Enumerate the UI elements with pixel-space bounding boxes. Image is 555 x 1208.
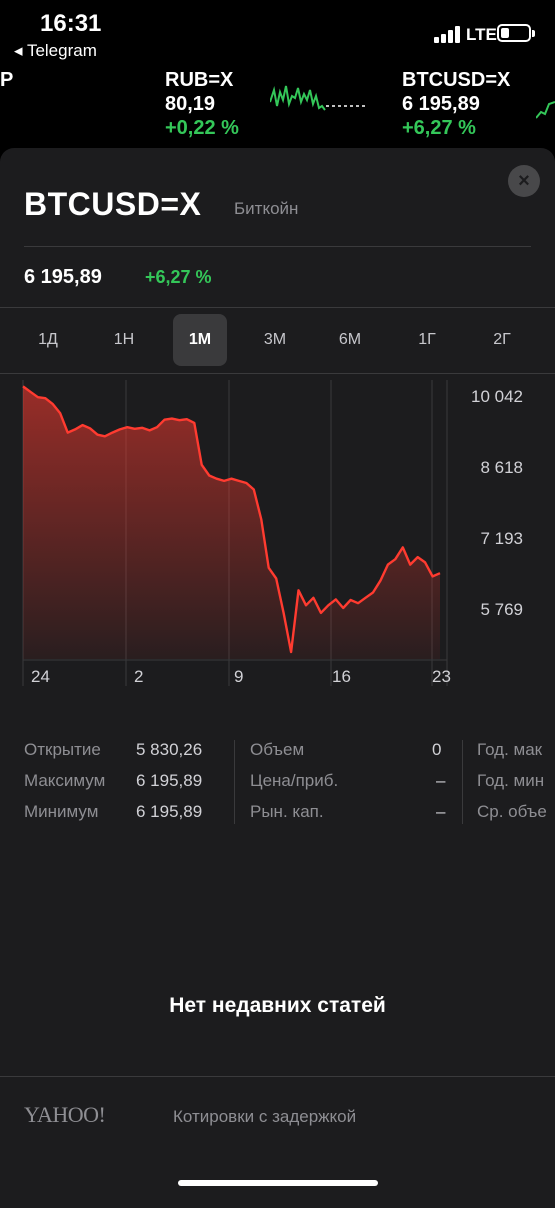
y-tick-label: 5 769: [480, 600, 523, 619]
divider: [0, 1076, 555, 1077]
tab-range-6m[interactable]: 6М: [338, 331, 362, 348]
stats-column-divider: [462, 740, 463, 824]
stat-pe-value: –: [436, 771, 446, 790]
tab-range-1w[interactable]: 1Н: [113, 331, 135, 348]
ticker-sparkline: [270, 85, 366, 111]
x-axis-labels: 24 2 9 16 23: [31, 667, 451, 686]
stat-52w-high-label: Год. мак: [477, 740, 543, 759]
stock-name: Биткойн: [234, 199, 299, 218]
tab-range-3m[interactable]: 3М: [263, 331, 287, 348]
ticker-item[interactable]: RUB=X 80,19 +0,22 %: [165, 68, 239, 140]
stat-low-value: 6 195,89: [136, 802, 203, 821]
ticker-sparkline: [536, 101, 555, 119]
stats-column-divider: [234, 740, 235, 824]
stock-price: 6 195,89: [24, 266, 102, 288]
x-tick-label: 9: [234, 667, 243, 686]
tab-range-1y[interactable]: 1Г: [418, 331, 436, 348]
ticker-change: +6,27 %: [402, 117, 476, 139]
divider: [24, 246, 531, 247]
ticker-price: 80,19: [165, 93, 216, 115]
ticker-price: 6 195,89: [402, 93, 480, 115]
y-tick-label: 8 618: [480, 458, 523, 477]
y-tick-label: 7 193: [480, 529, 523, 548]
x-tick-label: 23: [432, 667, 451, 686]
back-to-app-link[interactable]: ◂ Telegram: [14, 41, 97, 60]
ticker-strip[interactable]: P RUB=X 80,19 +0,22 % BTCUSD=X 6 195,89 …: [0, 64, 555, 146]
battery-icon: [497, 24, 531, 42]
chart-area: [23, 386, 440, 659]
divider: [0, 307, 555, 308]
y-tick-label: 10 042: [471, 387, 523, 406]
ticker-item[interactable]: BTCUSD=X 6 195,89 +6,27 %: [402, 68, 510, 140]
stat-open-value: 5 830,26: [136, 740, 203, 759]
tab-range-1m[interactable]: 1М: [173, 314, 227, 366]
stat-high-value: 6 195,89: [136, 771, 203, 790]
stat-mktcap-value: –: [436, 802, 446, 821]
stat-mktcap-label: Рын. кап.: [250, 802, 324, 821]
stat-volume-value: 0: [432, 740, 442, 759]
x-tick-label: 16: [332, 667, 351, 686]
stock-change: +6,27 %: [145, 267, 212, 287]
close-button[interactable]: ×: [508, 165, 540, 197]
stat-avg-volume-label: Ср. объе: [477, 802, 547, 821]
battery-tip: [532, 30, 535, 37]
ticker-change: +0,22 %: [165, 117, 239, 139]
divider: [0, 373, 555, 374]
stat-high-label: Максимум: [24, 771, 106, 790]
network-type: LTE: [466, 25, 497, 44]
x-tick-label: 24: [31, 667, 50, 686]
home-indicator: [178, 1180, 378, 1186]
cellular-signal-icon: [434, 25, 462, 43]
stock-symbol: BTCUSD=X: [24, 186, 202, 222]
stat-52w-low-label: Год. мин: [477, 771, 545, 790]
news-empty-message: Нет недавних статей: [169, 994, 386, 1017]
stat-volume-label: Объем: [250, 740, 305, 759]
ticker-symbol: P: [0, 69, 14, 91]
ticker-symbol: RUB=X: [165, 69, 234, 91]
status-bar: 16:31 ◂ Telegram LTE: [0, 0, 555, 64]
tab-range-2y[interactable]: 2Г: [493, 331, 511, 348]
yahoo-logo[interactable]: YAHOO!: [24, 1102, 106, 1127]
price-chart[interactable]: 10 042 8 618 7 193 5 769 24 2 9 16 23: [0, 376, 555, 686]
tab-range-1d[interactable]: 1Д: [38, 331, 58, 348]
delayed-quotes-note: Котировки с задержкой: [173, 1107, 357, 1126]
stat-open-label: Открытие: [24, 740, 101, 759]
ticker-symbol: BTCUSD=X: [402, 69, 511, 91]
status-time: 16:31: [40, 10, 102, 37]
ticker-item[interactable]: P: [0, 68, 13, 92]
stock-detail-card: [0, 148, 555, 1208]
x-tick-label: 2: [134, 667, 143, 686]
y-axis-labels: 10 042 8 618 7 193 5 769: [471, 387, 523, 619]
stat-low-label: Минимум: [24, 802, 99, 821]
chart-line: [22, 385, 441, 654]
stat-pe-label: Цена/приб.: [250, 771, 339, 790]
